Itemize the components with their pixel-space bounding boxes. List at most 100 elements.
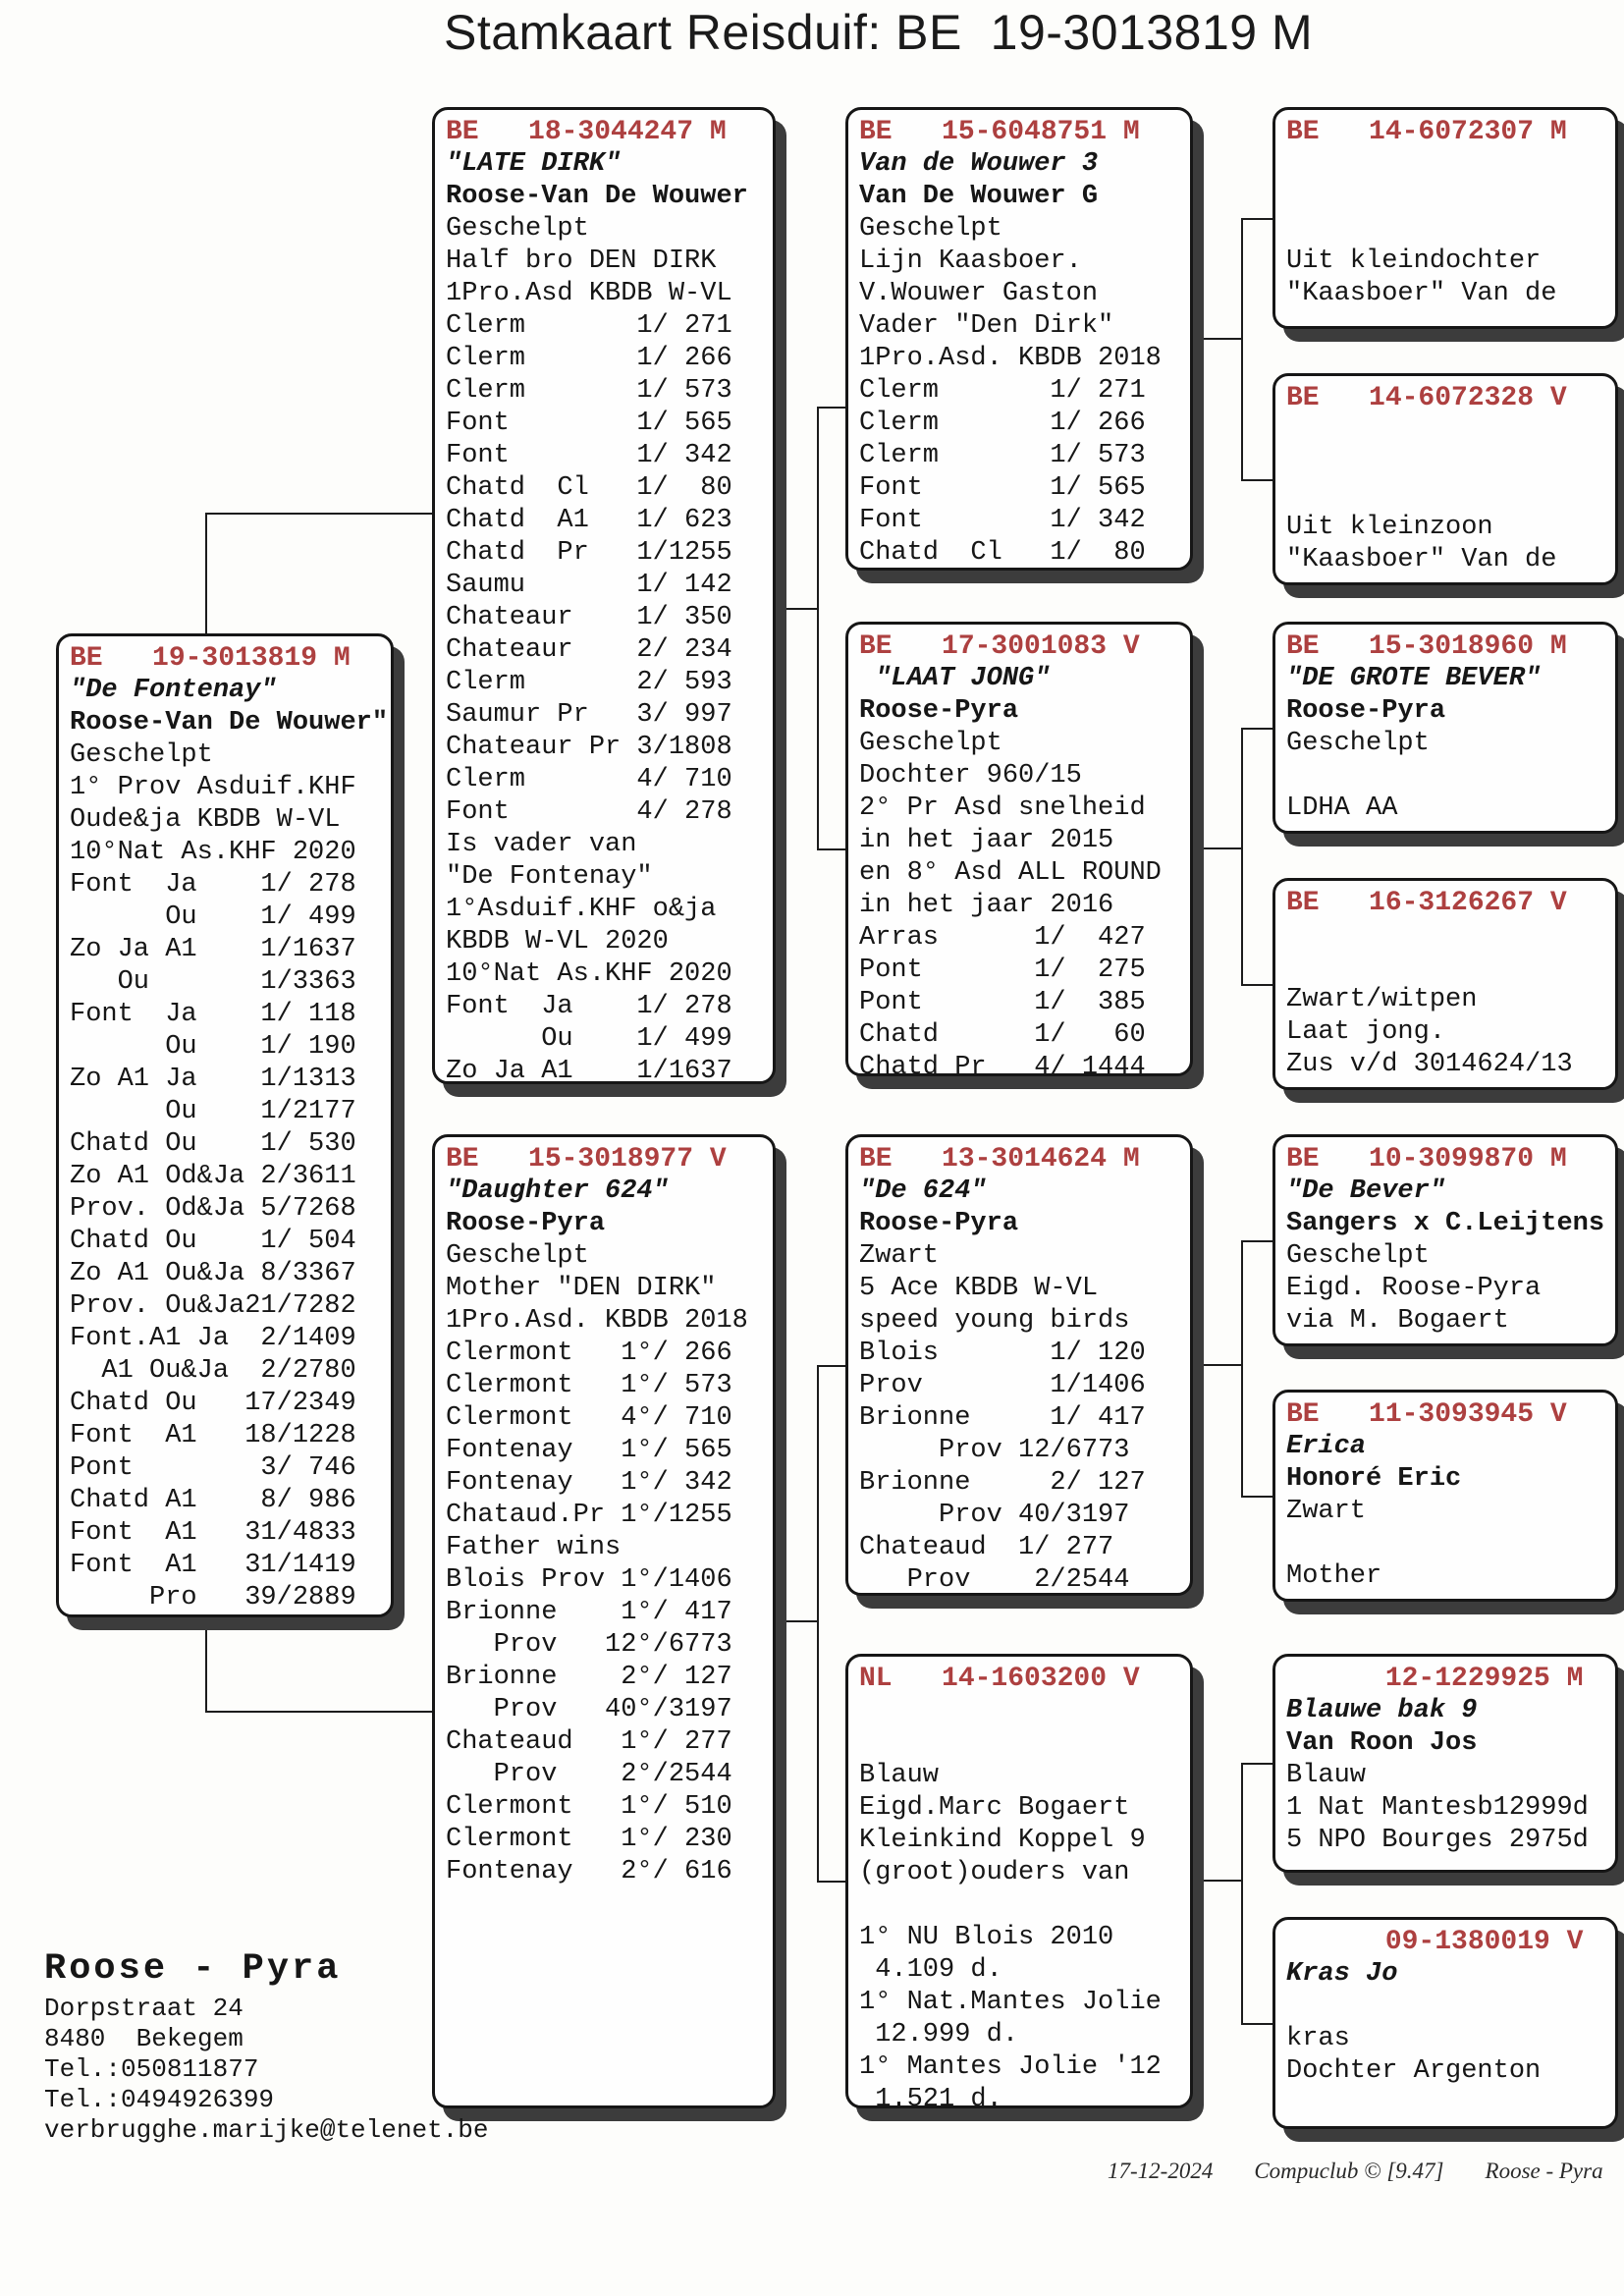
pedigree-line: Honoré Eric bbox=[1286, 1464, 1462, 1494]
pedigree-line: in het jaar 2016 bbox=[859, 891, 1114, 920]
pedigree-line: Fontenay 1°/ 565 bbox=[446, 1436, 732, 1465]
footer-software: Compuclub © [9.47] bbox=[1254, 2159, 1444, 2183]
pedigree-line: Zo A1 Ja 1/1313 bbox=[70, 1065, 356, 1094]
pedigree-line: Geschelpt bbox=[859, 214, 1002, 244]
pedigree-line: Geschelpt bbox=[859, 729, 1002, 758]
pedigree-line: Font Ja 1/ 278 bbox=[70, 870, 356, 900]
pedigree-line: speed young birds bbox=[859, 1306, 1130, 1336]
pedigree-box-lines: "DE GROTE BEVER" Roose-Pyra Geschelpt LDHA … bbox=[1286, 663, 1611, 825]
connector-line bbox=[1241, 2023, 1274, 2025]
connector-line bbox=[817, 1365, 846, 1367]
pedigree-box-great-grandparent-6: BE 11-3093945 V Erica Honoré Eric Zwart Mot… bbox=[1272, 1390, 1618, 1602]
pedigree-line: Clermont 4°/ 710 bbox=[446, 1403, 732, 1433]
pedigree-line: Roose-Pyra bbox=[859, 1209, 1019, 1238]
pedigree-box-father: BE 18-3044247 M "LATE DIRK" Roose-Van De … bbox=[432, 107, 776, 1084]
pedigree-line: V.Wouwer Gaston bbox=[859, 279, 1099, 308]
pedigree-box-lines: Uit kleinzoon "Kaasboer" Van de bbox=[1286, 414, 1611, 576]
pedigree-line: Chataud.Pr 1°/1255 bbox=[446, 1501, 732, 1530]
pedigree-line: Chatd Ou 17/2349 bbox=[70, 1389, 356, 1418]
pedigree-line bbox=[859, 1695, 1186, 1727]
pedigree-line: Roose-Van De Wouwer" bbox=[70, 708, 389, 738]
pedigree-line: Prov 40/3197 bbox=[859, 1501, 1130, 1530]
pedigree-box-great-grandparent-7: 12-1229925 M Blauwe bak 9 Van Roon Jos Bla… bbox=[1272, 1654, 1618, 1873]
pedigree-line: kras bbox=[1286, 2024, 1350, 2053]
pedigree-line: 1° Prov Asduif.KHF bbox=[70, 773, 356, 802]
pedigree-line: Font Ja 1/ 278 bbox=[446, 992, 732, 1021]
pedigree-line: Prov. Od&Ja 5/7268 bbox=[70, 1194, 356, 1224]
pedigree-line: 1Pro.Asd. KBDB 2018 bbox=[446, 1306, 748, 1336]
pedigree-line: Laat jong. bbox=[1286, 1017, 1446, 1047]
ring-number-band: NL 14-1603200 V bbox=[859, 1664, 1140, 1694]
pedigree-line: en 8° Asd ALL ROUND bbox=[859, 858, 1162, 888]
pedigree-line: Font Ja 1/ 118 bbox=[70, 1000, 356, 1029]
pedigree-line bbox=[859, 1889, 1186, 1922]
owner-phone-2: Tel.:0494926399 bbox=[44, 2085, 275, 2114]
pedigree-line bbox=[1286, 181, 1611, 213]
ring-number-band: BE 15-3018960 M bbox=[1286, 631, 1567, 662]
pedigree-line: Chatd Cl 1/ 80 bbox=[446, 473, 732, 503]
pedigree-line: Prov 2/2544 bbox=[859, 1565, 1130, 1595]
pedigree-line bbox=[1286, 919, 1611, 952]
pedigree-line: Zo A1 Od&Ja 2/3611 bbox=[70, 1162, 356, 1191]
pedigree-line: 5 NPO Bourges 2975d bbox=[1286, 1826, 1589, 1855]
connector-line bbox=[205, 513, 207, 634]
pedigree-line: Van de Wouwer 3 bbox=[859, 149, 1099, 179]
pedigree-line: Font A1 18/1228 bbox=[70, 1421, 356, 1450]
connector-line bbox=[776, 608, 819, 610]
ring-number-band: BE 16-3126267 V bbox=[1286, 888, 1567, 918]
pedigree-line: Kras Jo bbox=[1286, 1959, 1398, 1989]
pedigree-line: Chatd Pr 4/ 1444 bbox=[859, 1053, 1146, 1076]
pedigree-line: Prov 12°/6773 bbox=[446, 1630, 732, 1660]
connector-line bbox=[817, 1881, 846, 1883]
ring-number-band: BE 15-3018977 V bbox=[446, 1144, 727, 1175]
pedigree-box-lines: Zwart/witpen Laat jong. Zus v/d 3014624/13 bbox=[1286, 919, 1611, 1081]
pedigree-line: Oude&ja KBDB W-VL bbox=[70, 805, 341, 835]
pedigree-box-lines: Kras Jo kras Dochter Argenton bbox=[1286, 1958, 1611, 2088]
pedigree-box-lines: Erica Honoré Eric Zwart Mother bbox=[1286, 1431, 1611, 1593]
pedigree-line: 2° Pr Asd snelheid bbox=[859, 793, 1146, 823]
pedigree-line: Arras 1/ 427 bbox=[859, 923, 1146, 953]
pedigree-line: Prov 12/6773 bbox=[859, 1436, 1130, 1465]
pedigree-line: Font 1/ 342 bbox=[859, 506, 1146, 535]
pedigree-line: Brionne 1/ 417 bbox=[859, 1403, 1146, 1433]
pedigree-line: KBDB W-VL 2020 bbox=[446, 927, 669, 957]
pedigree-box-lines: "De Bever" Sangers x C.Leijtens Geschelpt E… bbox=[1286, 1175, 1611, 1338]
connector-line bbox=[205, 1615, 207, 1713]
ring-number-band: BE 18-3044247 M bbox=[446, 117, 727, 147]
ring-number-band: BE 15-6048751 M bbox=[859, 117, 1140, 147]
pedigree-line bbox=[1286, 414, 1611, 447]
connector-line bbox=[1241, 479, 1274, 481]
ring-number-band: BE 19-3013819 M bbox=[70, 643, 351, 674]
pedigree-line bbox=[1286, 148, 1611, 181]
ring-number-band: BE 13-3014624 M bbox=[859, 1144, 1140, 1175]
pedigree-line: Clerm 1/ 271 bbox=[859, 376, 1146, 406]
pedigree-line: 1° Mantes Jolie '12 bbox=[859, 2052, 1162, 2082]
connector-line bbox=[1241, 1763, 1243, 2025]
ring-number-band: BE 14-6072328 V bbox=[1286, 383, 1567, 413]
pedigree-line: Chatd 1/ 60 bbox=[859, 1020, 1146, 1050]
pedigree-line: Chatd Pr 1/1255 bbox=[446, 538, 732, 568]
connector-line bbox=[1192, 1364, 1243, 1366]
pedigree-line: Clerm 1/ 271 bbox=[446, 311, 732, 341]
connector-line bbox=[1241, 218, 1274, 220]
pedigree-line: Font.A1 Ja 2/1409 bbox=[70, 1324, 356, 1353]
pedigree-box-great-grandparent-8: 09-1380019 V Kras Jo kras Dochter Argenton bbox=[1272, 1917, 1618, 2129]
pedigree-box-lines: "LAAT JONG" Roose-Pyra Geschelpt Dochter 96… bbox=[859, 663, 1186, 1076]
pedigree-line: Father wins bbox=[446, 1533, 622, 1562]
pedigree-line: "DE GROTE BEVER" bbox=[1286, 664, 1542, 693]
pedigree-line: Van De Wouwer G bbox=[859, 182, 1099, 211]
pedigree-line: Chatd Ou 1/ 504 bbox=[70, 1227, 356, 1256]
pedigree-line: Clerm 1/ 573 bbox=[446, 376, 732, 406]
pedigree-line: Chateaur Pr 3/1808 bbox=[446, 733, 732, 762]
pedigree-line: Ou 1/3363 bbox=[70, 967, 356, 997]
pedigree-line bbox=[1286, 952, 1611, 984]
pedigree-line: "De Fontenay" bbox=[446, 862, 653, 892]
pedigree-line: Is vader van bbox=[446, 830, 637, 859]
pedigree-line: Zo Ja A1 1/1637 bbox=[70, 935, 356, 964]
pedigree-line: Zwart/witpen bbox=[1286, 985, 1478, 1014]
pedigree-line: Brionne 2/ 127 bbox=[859, 1468, 1146, 1498]
owner-name: Roose - Pyra bbox=[44, 1948, 342, 1990]
pedigree-line: Prov 1/1406 bbox=[859, 1371, 1146, 1400]
ring-number-band: BE 14-6072307 M bbox=[1286, 117, 1567, 147]
pedigree-line: "Daughter 624" bbox=[446, 1176, 669, 1206]
